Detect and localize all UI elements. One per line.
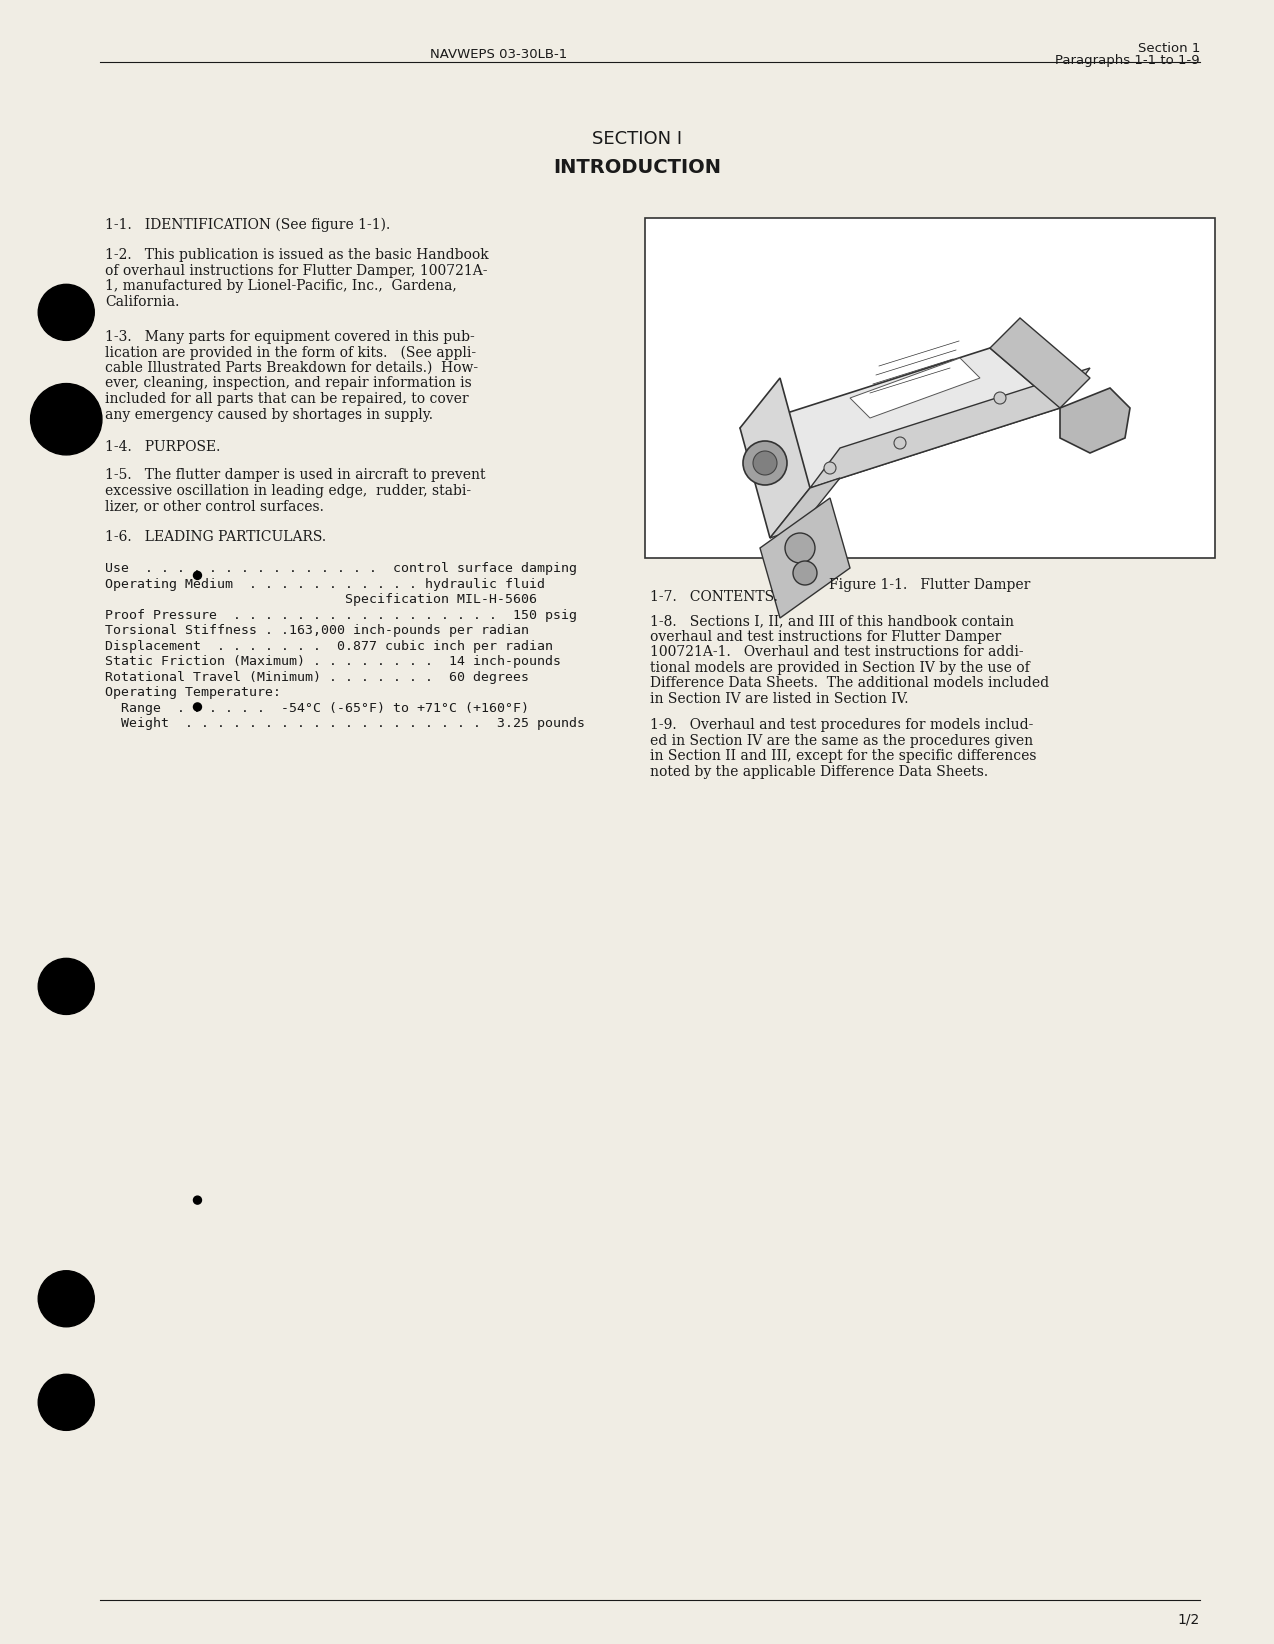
Circle shape	[785, 533, 815, 562]
Text: California.: California.	[104, 294, 180, 309]
Circle shape	[824, 462, 836, 473]
Polygon shape	[740, 378, 810, 538]
Text: Use  . . . . . . . . . . . . . . .  control surface damping: Use . . . . . . . . . . . . . . . contro…	[104, 562, 577, 575]
Text: excessive oscillation in leading edge,  rudder, stabi-: excessive oscillation in leading edge, r…	[104, 483, 471, 498]
Text: Static Friction (Maximum) . . . . . . . .  14 inch-pounds: Static Friction (Maximum) . . . . . . . …	[104, 654, 561, 667]
Polygon shape	[850, 358, 980, 418]
Text: Specification MIL-H-5606: Specification MIL-H-5606	[104, 593, 538, 607]
Text: Difference Data Sheets.  The additional models included: Difference Data Sheets. The additional m…	[650, 676, 1049, 690]
Circle shape	[38, 284, 94, 340]
Circle shape	[743, 441, 787, 485]
Text: noted by the applicable Difference Data Sheets.: noted by the applicable Difference Data …	[650, 764, 989, 779]
Text: SECTION I: SECTION I	[592, 130, 682, 148]
Text: Rotational Travel (Minimum) . . . . . . .  60 degrees: Rotational Travel (Minimum) . . . . . . …	[104, 671, 529, 684]
Text: included for all parts that can be repaired, to cover: included for all parts that can be repai…	[104, 391, 469, 406]
Text: lizer, or other control surfaces.: lizer, or other control surfaces.	[104, 500, 324, 513]
Text: 100721A-1.   Overhaul and test instructions for addi-: 100721A-1. Overhaul and test instruction…	[650, 644, 1023, 659]
Text: Range  . . . . . .  -54°C (-65°F) to +71°C (+160°F): Range . . . . . . -54°C (-65°F) to +71°C…	[104, 702, 529, 715]
Text: Torsional Stiffness . .163,000 inch-pounds per radian: Torsional Stiffness . .163,000 inch-poun…	[104, 625, 529, 636]
Text: 1-5.   The flutter damper is used in aircraft to prevent: 1-5. The flutter damper is used in aircr…	[104, 469, 485, 482]
Text: INTRODUCTION: INTRODUCTION	[553, 158, 721, 178]
Text: 1/2: 1/2	[1177, 1613, 1200, 1626]
Text: any emergency caused by shortages in supply.: any emergency caused by shortages in sup…	[104, 408, 433, 421]
Circle shape	[194, 572, 201, 579]
Text: lication are provided in the form of kits.   (See appli-: lication are provided in the form of kit…	[104, 345, 476, 360]
Text: Operating Temperature:: Operating Temperature:	[104, 686, 282, 699]
Circle shape	[792, 561, 817, 585]
Text: 1-2.   This publication is issued as the basic Handbook: 1-2. This publication is issued as the b…	[104, 248, 489, 261]
Text: overhaul and test instructions for Flutter Damper: overhaul and test instructions for Flutt…	[650, 630, 1001, 643]
Text: in Section IV are listed in Section IV.: in Section IV are listed in Section IV.	[650, 692, 908, 705]
Circle shape	[894, 437, 906, 449]
Circle shape	[38, 958, 94, 1014]
Circle shape	[994, 391, 1006, 404]
Text: Paragraphs 1-1 to 1-9: Paragraphs 1-1 to 1-9	[1055, 54, 1200, 67]
Circle shape	[753, 450, 777, 475]
Text: in Section II and III, except for the specific differences: in Section II and III, except for the sp…	[650, 750, 1037, 763]
Text: of overhaul instructions for Flutter Damper, 100721A-: of overhaul instructions for Flutter Dam…	[104, 263, 488, 278]
Polygon shape	[740, 349, 1060, 488]
Circle shape	[31, 383, 102, 455]
Bar	[645, 219, 1215, 557]
Circle shape	[194, 704, 201, 710]
Polygon shape	[761, 498, 850, 618]
Text: ever, cleaning, inspection, and repair information is: ever, cleaning, inspection, and repair i…	[104, 376, 471, 391]
Text: 1-4.   PURPOSE.: 1-4. PURPOSE.	[104, 441, 220, 454]
Circle shape	[194, 1197, 201, 1203]
Text: 1-8.   Sections I, II, and III of this handbook contain: 1-8. Sections I, II, and III of this han…	[650, 613, 1014, 628]
Text: 1-9.   Overhaul and test procedures for models includ-: 1-9. Overhaul and test procedures for mo…	[650, 718, 1033, 732]
Text: Figure 1-1.   Flutter Damper: Figure 1-1. Flutter Damper	[829, 579, 1031, 592]
Polygon shape	[990, 317, 1091, 408]
Text: 1-3.   Many parts for equipment covered in this pub-: 1-3. Many parts for equipment covered in…	[104, 330, 475, 344]
Circle shape	[38, 1271, 94, 1327]
Text: 1, manufactured by Lionel-Pacific, Inc.,  Gardena,: 1, manufactured by Lionel-Pacific, Inc.,…	[104, 279, 457, 293]
Polygon shape	[769, 478, 840, 538]
Text: Operating Medium  . . . . . . . . . . . hydraulic fluid: Operating Medium . . . . . . . . . . . h…	[104, 577, 545, 590]
Text: Displacement  . . . . . . .  0.877 cubic inch per radian: Displacement . . . . . . . 0.877 cubic i…	[104, 640, 553, 653]
Text: 1-6.   LEADING PARTICULARS.: 1-6. LEADING PARTICULARS.	[104, 529, 326, 544]
Text: ed in Section IV are the same as the procedures given: ed in Section IV are the same as the pro…	[650, 733, 1033, 748]
Text: Weight  . . . . . . . . . . . . . . . . . . .  3.25 pounds: Weight . . . . . . . . . . . . . . . . .…	[104, 717, 585, 730]
Text: NAVWEPS 03-30LB-1: NAVWEPS 03-30LB-1	[431, 48, 567, 61]
Polygon shape	[1060, 388, 1130, 454]
Circle shape	[38, 1374, 94, 1430]
Text: 1-7.   CONTENTS.: 1-7. CONTENTS.	[650, 590, 778, 603]
Text: cable Illustrated Parts Breakdown for details.)  How-: cable Illustrated Parts Breakdown for de…	[104, 362, 478, 375]
Text: Section 1: Section 1	[1138, 43, 1200, 54]
Text: tional models are provided in Section IV by the use of: tional models are provided in Section IV…	[650, 661, 1029, 674]
Polygon shape	[810, 368, 1091, 488]
Text: Proof Pressure  . . . . . . . . . . . . . . . . .  150 psig: Proof Pressure . . . . . . . . . . . . .…	[104, 608, 577, 621]
Text: 1-1.   IDENTIFICATION (See figure 1-1).: 1-1. IDENTIFICATION (See figure 1-1).	[104, 219, 390, 232]
